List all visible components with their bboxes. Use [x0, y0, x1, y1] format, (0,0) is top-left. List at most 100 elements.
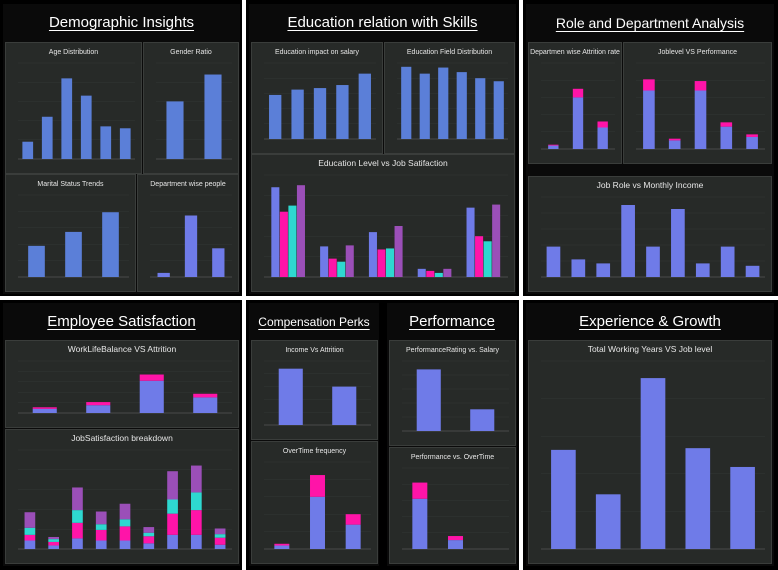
bar-segment: [32, 407, 57, 409]
chart-svg-income_attr: Income Vs Attrition: [264, 347, 371, 426]
chart-title: PerformanceRating vs. Salary: [406, 347, 499, 354]
bar-segment: [694, 81, 707, 91]
bar-segment: [345, 524, 361, 549]
chart-svg-twy_joblevel: Total Working Years VS Job level: [541, 344, 765, 550]
chart-department-people: Department wise people: [137, 174, 239, 292]
chart-title: JobSatisfaction breakdown: [71, 433, 173, 443]
bar: [596, 263, 611, 277]
bar: [41, 116, 53, 159]
bar: [443, 268, 452, 277]
bar: [184, 215, 198, 277]
chart-title: Total Working Years VS Job level: [588, 344, 713, 354]
bar-segment: [32, 408, 57, 413]
bar-segment: [668, 140, 681, 149]
bar: [546, 246, 561, 277]
bar: [157, 272, 170, 277]
chart-title: Job Role vs Monthly Income: [597, 180, 704, 190]
bar: [401, 66, 412, 139]
bar: [278, 368, 303, 425]
bar: [279, 211, 288, 277]
bar-segment: [193, 397, 218, 413]
bar: [22, 141, 34, 159]
chart-svg-edu_jobsat: Education Level vs Job Satifaction: [264, 158, 508, 278]
bar: [288, 205, 297, 277]
bar-segment: [119, 540, 131, 549]
bar-segment: [214, 534, 226, 538]
bar-segment: [143, 543, 155, 549]
chart-marital-status: Marital Status Trends: [5, 174, 136, 292]
bar: [695, 263, 710, 277]
chart-svg-edu_field: Education Field Distribution: [397, 49, 508, 140]
bar-segment: [412, 482, 428, 499]
bar-segment: [572, 97, 584, 149]
chart-title: Performance vs. OverTime: [411, 454, 494, 461]
bar-segment: [548, 145, 559, 149]
chart-perf-salary: PerformanceRating vs. Salary: [389, 340, 516, 446]
bar: [621, 205, 635, 277]
section-title-role: Role and Department Analysis: [555, 15, 745, 31]
bar-segment: [72, 487, 83, 511]
chart-gender-ratio: Gender Ratio: [143, 42, 239, 174]
bar-segment: [643, 90, 655, 149]
chart-title: Department wise people: [150, 181, 226, 188]
bar-segment: [86, 405, 111, 413]
bar-segment: [572, 88, 584, 98]
chart-svg-perf_overtime: Performance vs. OverTime: [402, 454, 509, 550]
bar: [470, 409, 495, 431]
chart-title: Gender Ratio: [170, 49, 212, 56]
bar: [65, 231, 82, 277]
divider-left: [242, 0, 246, 570]
chart-svg-jobrole_income: Job Role vs Monthly Income: [541, 180, 765, 278]
chart-education-jobsat: Education Level vs Job Satifaction: [251, 154, 515, 292]
bar-segment: [167, 534, 178, 549]
bar: [394, 226, 403, 277]
bar-segment: [119, 519, 131, 527]
chart-svg-gender: Gender Ratio: [156, 49, 232, 160]
bar-segment: [412, 498, 428, 549]
bar-segment: [193, 393, 218, 398]
bar: [332, 386, 357, 425]
bar: [166, 101, 184, 159]
bar-segment: [190, 510, 202, 535]
bar-segment: [720, 126, 733, 149]
bar-segment: [48, 536, 60, 540]
bar-segment: [24, 540, 36, 549]
bar: [493, 81, 504, 139]
bar: [368, 232, 377, 277]
bar-segment: [448, 536, 463, 541]
bar: [377, 249, 386, 277]
bar-segment: [24, 534, 36, 541]
bar: [269, 94, 282, 139]
bar-segment: [167, 471, 178, 500]
bar-segment: [119, 526, 131, 541]
bar: [640, 378, 666, 549]
chart-education-salary: Education impact on salary: [251, 42, 383, 154]
section-title-education: Education relation with Skills: [287, 14, 478, 31]
bar-segment: [72, 510, 83, 523]
bar-segment: [214, 528, 226, 535]
chart-title: Marital Status Trends: [37, 181, 104, 188]
bar: [426, 270, 435, 277]
bar-segment: [214, 537, 226, 545]
bar-segment: [310, 496, 325, 549]
bar-segment: [86, 402, 111, 406]
bar: [61, 78, 73, 159]
bar-segment: [190, 465, 202, 493]
bar-segment: [95, 529, 107, 541]
chart-svg-age: Age Distribution: [18, 49, 135, 160]
bar-segment: [139, 374, 164, 381]
chart-svg-perf_salary: PerformanceRating vs. Salary: [402, 347, 509, 432]
chart-worklifebalance: WorkLifeBalance VS Attrition: [5, 340, 239, 428]
bar-segment: [95, 540, 107, 549]
bar: [745, 265, 760, 277]
bar-segment: [143, 536, 155, 544]
bar: [438, 67, 449, 139]
chart-perf-overtime: Performance vs. OverTime: [389, 447, 516, 564]
bar: [320, 246, 329, 277]
chart-income-attrition: Income Vs Attrition: [251, 340, 378, 440]
bar: [204, 74, 222, 159]
chart-age-distribution: Age Distribution: [5, 42, 142, 174]
section-title-demographic: Demographic Insights: [48, 14, 195, 31]
bar-segment: [24, 512, 36, 528]
bar-segment: [167, 513, 178, 535]
